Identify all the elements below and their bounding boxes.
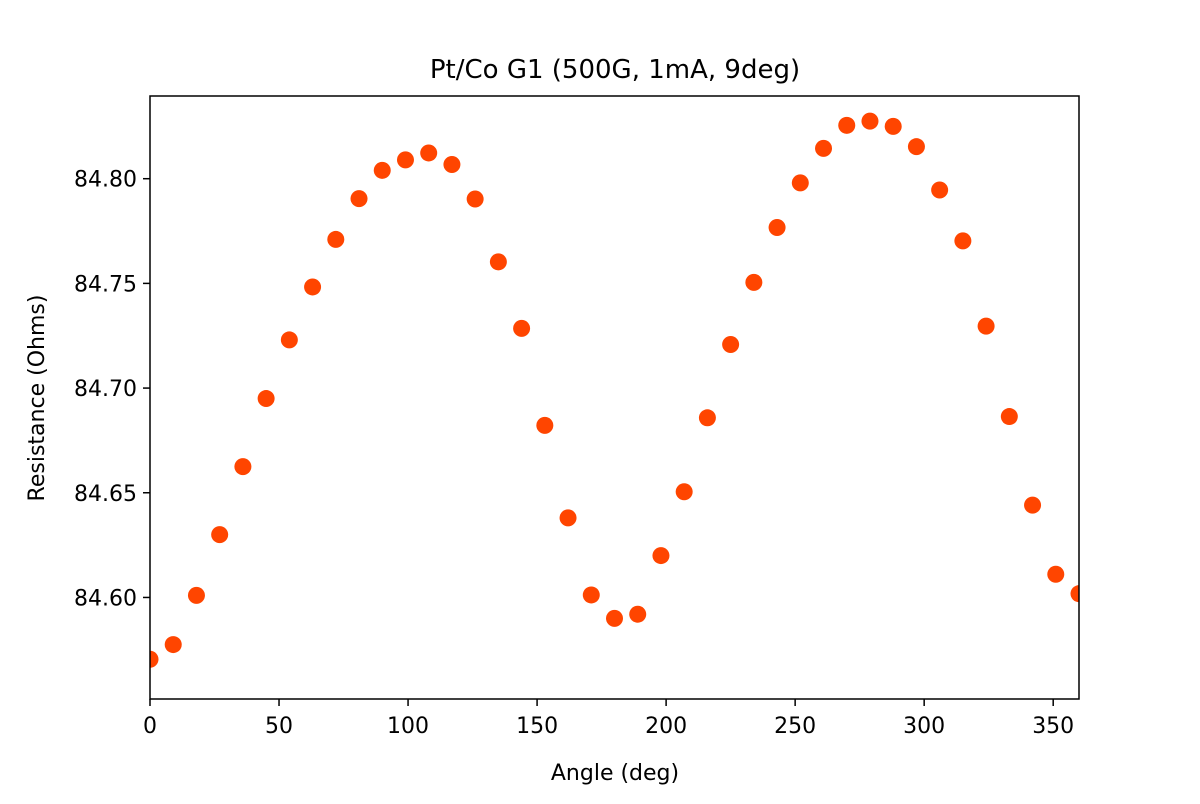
data-point [582,586,600,604]
x-tick-label: 0 [143,714,157,739]
data-point [280,331,298,349]
data-point [675,483,693,501]
data-point [234,458,252,476]
x-tick-label: 150 [516,714,558,739]
data-point [815,139,833,157]
data-point [606,609,623,627]
x-axis-label: Angle (deg) [551,761,679,786]
data-point [722,336,740,354]
data-point [150,650,159,668]
y-tick-label: 84.60 [74,586,137,611]
y-tick-label: 84.70 [74,377,137,402]
data-point [907,138,925,156]
data-point [861,112,879,130]
data-point [1047,565,1065,583]
data-point [745,273,763,291]
chart-title: Pt/Co G1 (500G, 1mA, 9deg) [430,55,800,85]
axes-frame [149,95,1080,700]
data-point [187,586,205,604]
data-point [443,155,461,173]
data-point [1000,408,1018,426]
data-point [420,144,438,162]
x-tick-label: 200 [645,714,687,739]
y-tick-label: 84.80 [74,168,137,193]
data-point [884,117,902,135]
y-tick-label: 84.65 [74,482,137,507]
x-tick-label: 50 [265,714,293,739]
x-tick-label: 350 [1032,714,1074,739]
data-point [211,526,229,544]
data-point [373,161,391,179]
x-tick-label: 250 [774,714,816,739]
data-point [931,181,949,199]
data-point [536,416,554,434]
data-point [559,509,577,527]
data-point [327,230,345,248]
data-point [466,190,484,208]
y-tick-label: 84.75 [74,272,137,297]
data-point [164,636,182,654]
data-point [629,605,647,623]
data-point [768,218,786,236]
y-axis: 84.60 84.65 84.70 84.75 84.80 [74,168,150,611]
data-point [954,232,972,250]
x-axis: 0 50 100 150 200 250 300 350 [143,699,1074,739]
data-point [1024,496,1042,514]
x-tick-label: 300 [903,714,945,739]
data-point [513,319,531,337]
x-tick-label: 100 [387,714,429,739]
y-axis-label: Resistance (Ohms) [25,295,50,502]
data-point [396,151,414,169]
data-point [350,190,368,208]
data-point [489,253,507,271]
data-point [652,547,670,565]
data-point [977,317,995,335]
plot-area [150,112,1079,668]
data-point [304,278,322,296]
data-point [257,390,275,408]
data-point [698,409,716,427]
data-point [791,174,809,192]
data-point [838,116,856,134]
data-point [1070,585,1079,603]
